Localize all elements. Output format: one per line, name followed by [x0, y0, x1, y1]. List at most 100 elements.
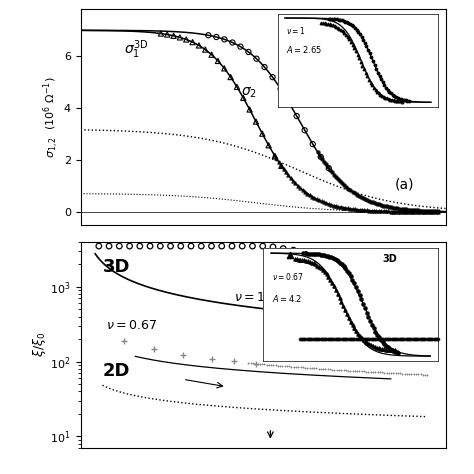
Point: [326, 166, 334, 173]
Point: [273, 155, 280, 162]
Point: [422, 207, 430, 215]
Point: [368, 207, 375, 215]
Point: [326, 335, 334, 343]
Point: [388, 203, 395, 211]
Point: [309, 140, 317, 148]
Point: [361, 256, 369, 264]
Point: [395, 335, 402, 343]
Point: [345, 335, 352, 343]
Point: [284, 172, 292, 179]
Point: [398, 335, 406, 343]
Point: [267, 361, 275, 369]
Point: [247, 359, 255, 367]
Point: [258, 130, 266, 137]
Point: [401, 370, 409, 377]
Point: [403, 208, 411, 216]
Point: [424, 207, 432, 215]
Point: [182, 36, 190, 43]
Point: [308, 365, 316, 372]
Point: [297, 335, 304, 343]
Point: [412, 207, 419, 214]
Point: [272, 362, 280, 369]
Point: [310, 335, 318, 343]
Point: [328, 201, 335, 209]
Point: [170, 32, 177, 39]
Point: [355, 335, 363, 343]
Point: [288, 363, 295, 371]
Point: [335, 175, 342, 183]
Point: [297, 364, 304, 371]
Point: [392, 208, 399, 216]
Point: [377, 208, 385, 215]
Point: [346, 187, 354, 194]
Point: [246, 106, 254, 113]
Point: [399, 208, 406, 216]
Point: [344, 205, 352, 212]
Point: [363, 196, 371, 204]
Point: [401, 335, 408, 343]
Point: [318, 335, 326, 343]
Point: [249, 360, 257, 367]
Point: [372, 335, 379, 343]
Point: [342, 335, 350, 343]
Point: [299, 364, 307, 371]
Point: [361, 207, 368, 214]
Point: [105, 242, 113, 250]
Point: [227, 73, 235, 81]
Point: [394, 369, 401, 377]
Point: [253, 55, 260, 63]
Point: [290, 363, 298, 371]
Point: [324, 164, 332, 171]
Point: [418, 335, 426, 343]
Text: $\nu = 0.67$: $\nu = 0.67$: [106, 319, 157, 332]
Text: 3D: 3D: [102, 257, 130, 275]
Point: [120, 337, 128, 345]
Point: [329, 335, 337, 343]
Point: [316, 152, 324, 159]
Point: [367, 198, 374, 205]
Point: [311, 335, 319, 343]
Point: [383, 335, 391, 343]
Point: [351, 255, 359, 262]
Point: [351, 206, 359, 213]
Point: [383, 369, 391, 376]
Point: [252, 360, 260, 367]
Point: [313, 335, 321, 343]
Point: [432, 208, 440, 215]
Point: [388, 335, 395, 343]
Point: [382, 208, 390, 215]
Point: [416, 207, 424, 214]
Point: [245, 48, 252, 56]
Point: [320, 199, 328, 206]
Point: [382, 335, 390, 343]
Text: (a): (a): [394, 178, 414, 192]
Point: [275, 158, 283, 166]
Point: [344, 335, 351, 343]
Point: [387, 335, 394, 343]
Point: [346, 205, 354, 213]
Point: [413, 208, 420, 216]
Point: [319, 365, 327, 373]
Point: [396, 208, 404, 216]
Point: [301, 364, 309, 372]
Point: [411, 335, 419, 343]
Point: [358, 206, 366, 214]
Point: [376, 335, 384, 343]
Point: [157, 30, 164, 37]
Point: [189, 38, 196, 46]
Point: [265, 142, 273, 149]
Point: [270, 151, 278, 158]
Point: [394, 208, 401, 216]
Point: [340, 182, 348, 189]
Point: [320, 335, 328, 343]
Point: [339, 335, 346, 343]
Point: [299, 186, 306, 194]
Point: [420, 335, 428, 343]
Point: [423, 335, 430, 343]
Point: [346, 367, 354, 374]
Point: [333, 366, 340, 374]
Point: [249, 242, 256, 250]
Point: [433, 335, 441, 343]
Point: [252, 118, 260, 125]
Point: [419, 371, 427, 378]
